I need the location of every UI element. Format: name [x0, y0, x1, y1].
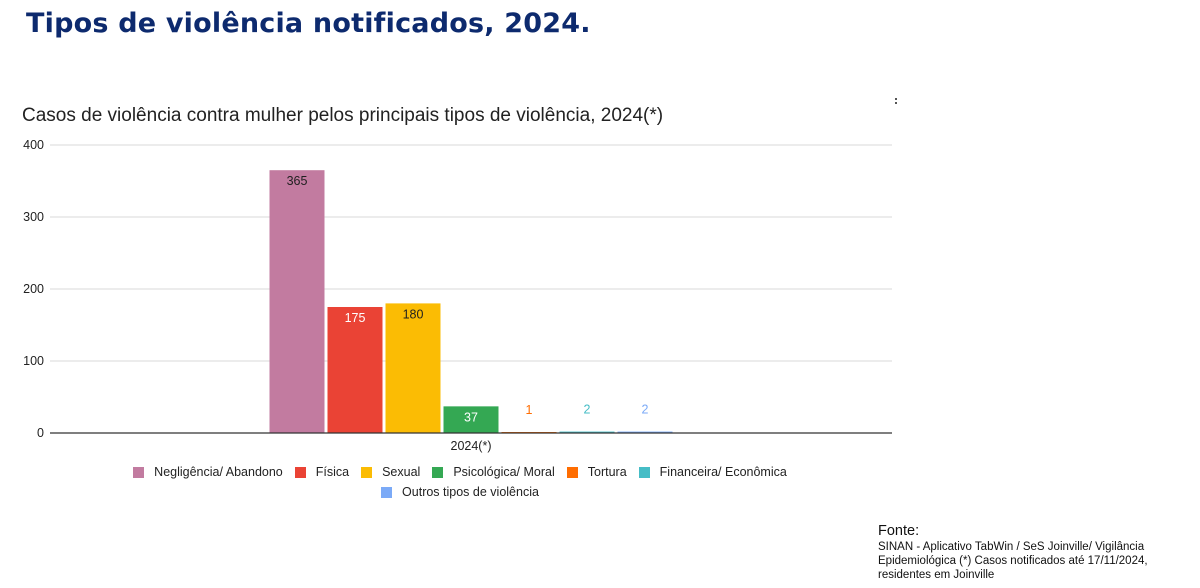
legend-swatch [294, 466, 306, 478]
legend-item[interactable]: Financeira/ Econômica [638, 463, 787, 481]
x-tick-label: 2024(*) [451, 439, 492, 453]
y-tick-label: 100 [23, 354, 44, 368]
x-axis-ticks: 2024(*) [451, 439, 492, 453]
bar-value-label: 365 [287, 174, 308, 188]
legend-item[interactable]: Tortura [566, 463, 627, 481]
bar-labels: 365 175 180 37 1 2 2 [287, 174, 649, 424]
chart-legend: Negligência/ Abandono Física Sexual Psicoló… [100, 463, 820, 501]
legend-item[interactable]: Outros tipos de violência [381, 483, 539, 501]
legend-label: Tortura [587, 465, 627, 479]
y-axis-ticks: 0 100 200 300 400 [23, 138, 44, 440]
legend-swatch [432, 466, 444, 478]
chart-menu-icon[interactable] [893, 96, 899, 106]
legend-label: Negligência/ Abandono [154, 465, 283, 479]
bar-value-label: 2 [584, 403, 591, 417]
source-title: Fonte: [878, 523, 920, 539]
chart-title: Casos de violência contra mulher pelos p… [22, 105, 663, 126]
legend-swatch [381, 486, 393, 498]
source-text: SINAN - Aplicativo TabWin / SeS Joinvill… [878, 541, 1148, 581]
legend-label: Outros tipos de violência [402, 485, 539, 499]
legend-swatch [638, 466, 650, 478]
bar[interactable] [385, 303, 441, 433]
legend-swatch [133, 466, 145, 478]
source-note: Fonte: SINAN - Aplicativo TabWin / SeS J… [878, 523, 1194, 582]
bar[interactable] [559, 431, 615, 433]
legend-swatch [566, 466, 578, 478]
bar[interactable] [269, 170, 325, 433]
legend-label: Física [315, 465, 350, 479]
legend-item[interactable]: Sexual [361, 463, 420, 481]
legend-label: Financeira/ Econômica [659, 465, 787, 479]
bar-value-label: 175 [345, 311, 366, 325]
gridlines [50, 144, 892, 362]
bar-value-label: 37 [464, 410, 478, 424]
bar-value-label: 2 [642, 403, 649, 417]
legend-label: Psicológica/ Moral [453, 465, 555, 479]
legend-label: Sexual [382, 465, 421, 479]
legend-item[interactable]: Psicológica/ Moral [432, 463, 555, 481]
legend-item[interactable]: Física [294, 463, 350, 481]
legend-item[interactable]: Negligência/ Abandono [133, 463, 283, 481]
bars [269, 170, 673, 433]
y-tick-label: 0 [37, 426, 44, 440]
bar-chart: Casos de violência contra mulher pelos p… [22, 105, 892, 453]
bar[interactable] [617, 431, 673, 433]
bar[interactable] [443, 406, 499, 433]
bar-value-label: 1 [526, 403, 533, 417]
bar-value-label: 180 [403, 307, 424, 321]
y-tick-label: 200 [23, 282, 44, 296]
page-title: Tipos de violência notificados, 2024. [26, 8, 591, 39]
bar[interactable] [327, 307, 383, 433]
y-tick-label: 300 [23, 210, 44, 224]
y-tick-label: 400 [23, 138, 44, 152]
legend-swatch [361, 466, 373, 478]
